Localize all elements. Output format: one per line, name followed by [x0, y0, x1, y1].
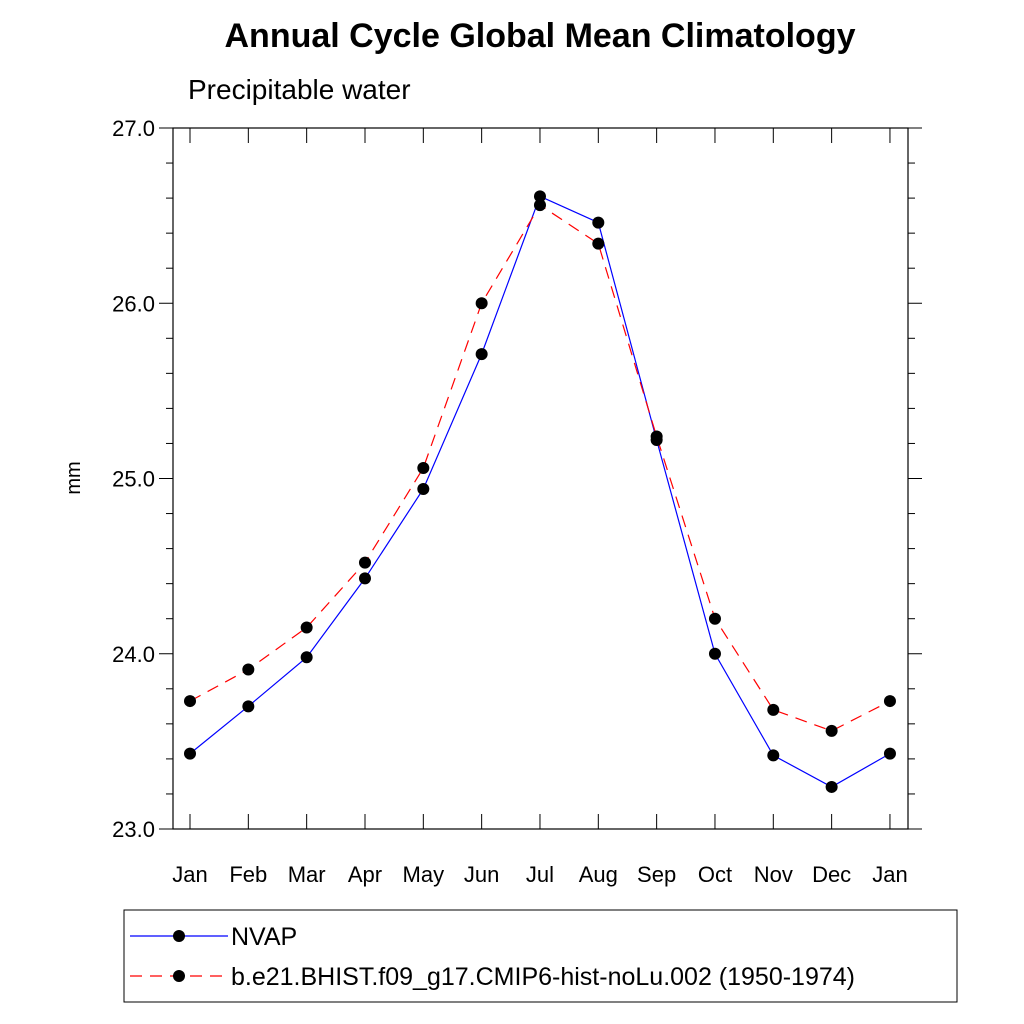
data-point-model [883, 695, 896, 708]
data-point-model [417, 461, 430, 474]
data-point-nvap [767, 749, 780, 762]
x-tick-label: May [403, 862, 445, 887]
data-point-model [358, 556, 371, 569]
x-tick-label: Jul [526, 862, 554, 887]
series-layer [184, 190, 896, 793]
chart-subtitle: Precipitable water [188, 74, 411, 105]
y-tick-label: 23.0 [112, 817, 155, 842]
data-point-nvap [300, 651, 313, 664]
data-point-nvap [883, 747, 896, 760]
data-point-nvap [708, 647, 721, 660]
data-point-model [592, 237, 605, 250]
data-point-nvap [242, 700, 255, 713]
x-tick-label: Oct [698, 862, 732, 887]
x-tick-label: Sep [637, 862, 676, 887]
data-point-model [825, 724, 838, 737]
data-point-model [475, 297, 488, 310]
series-line-model [189, 204, 891, 732]
data-point-nvap [184, 747, 196, 760]
data-point-nvap [592, 216, 605, 229]
y-tick-label: 27.0 [112, 116, 155, 141]
data-point-model [533, 199, 546, 212]
legend-box [123, 909, 958, 1003]
x-tick-label: Jan [172, 862, 207, 887]
x-tick-label: Feb [229, 862, 267, 887]
data-point-model [242, 663, 255, 676]
data-point-model [767, 703, 780, 716]
legend-label-nvap: NVAP [231, 923, 297, 951]
y-tick-label: 25.0 [112, 467, 155, 492]
x-tick-label: Nov [754, 862, 793, 887]
axes: 23.0 24.0 25.0 26.0 27.0 Jan Feb Mar Apr May Jun Ju… [112, 116, 922, 887]
x-tick-label: Aug [579, 862, 618, 887]
y-axis-label: mm [63, 461, 85, 494]
legend-marker-model [173, 970, 185, 982]
data-point-nvap [825, 780, 838, 793]
data-point-model [650, 430, 663, 443]
data-point-model [708, 612, 721, 625]
x-tick-label: Dec [812, 862, 851, 887]
data-point-nvap [358, 572, 371, 585]
y-tick-label: 26.0 [112, 291, 155, 316]
x-tick-label: Jan [872, 862, 907, 887]
x-tick-label: Mar [288, 862, 326, 887]
data-point-nvap [533, 190, 546, 203]
data-point-model [300, 621, 313, 634]
legend-label-model: b.e21.BHIST.f09_g17.CMIP6-hist-noLu.002 … [231, 963, 855, 991]
chart-title: Annual Cycle Global Mean Climatology [225, 17, 856, 55]
data-point-model [184, 695, 196, 708]
legend-marker-nvap [173, 930, 185, 942]
y-tick-label: 24.0 [112, 642, 155, 667]
x-tick-label: Jun [464, 862, 499, 887]
data-point-nvap [475, 348, 488, 361]
series-line-nvap [189, 195, 891, 788]
x-tick-label: Apr [348, 862, 382, 887]
legend: NVAP b.e21.BHIST.f09_g17.CMIP6-hist-noLu… [123, 909, 958, 1003]
plot-frame [172, 127, 909, 830]
data-point-nvap [417, 483, 430, 496]
